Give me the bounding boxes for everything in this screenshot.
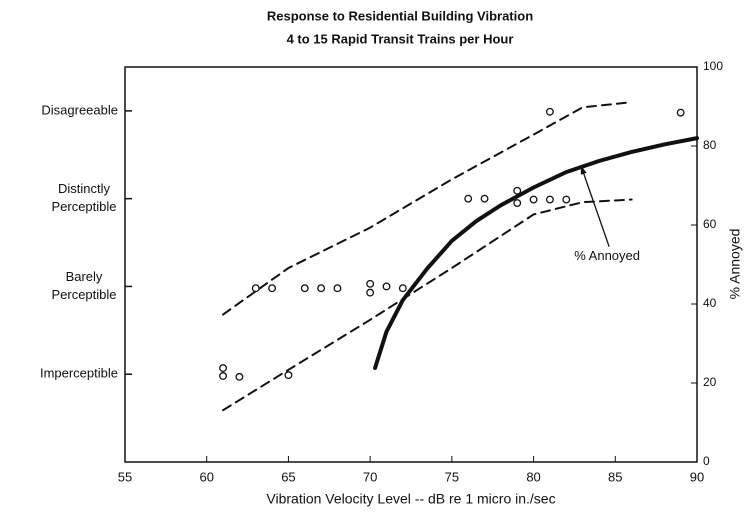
data-point [513, 186, 522, 195]
data-point [268, 284, 277, 293]
y2-axis-label: % Annoyed [727, 229, 743, 300]
y2-tick-label: 0 [703, 454, 710, 468]
y-tick-label: Barely [66, 269, 103, 284]
data-point [480, 194, 489, 203]
data-point [513, 199, 522, 208]
y-tick-label: Disagreeable [41, 102, 118, 117]
data-point [219, 372, 228, 380]
data-point [545, 195, 554, 204]
arrow-head [580, 165, 587, 175]
data-point [235, 372, 244, 381]
x-tick-label: 80 [526, 469, 540, 484]
annotation: % Annoyed [574, 248, 640, 263]
y-tick-label: Distinctly [58, 181, 111, 196]
x-tick-label: 90 [690, 469, 704, 484]
annotation-arrow [580, 165, 610, 247]
data-point [366, 279, 375, 288]
chart-subtitle: 4 to 15 Rapid Transit Trains per Hour [287, 31, 514, 46]
y2-tick-label: 100 [703, 59, 723, 73]
y-tick-label: Perceptible [51, 287, 116, 302]
data-point [366, 288, 375, 297]
x-tick-label: 85 [608, 469, 622, 484]
data-point [676, 108, 685, 117]
x-tick-label: 55 [118, 469, 132, 484]
plot-frame [124, 66, 698, 463]
data-point [545, 107, 554, 116]
x-tick-label: 70 [363, 469, 377, 484]
annoyance-curve [373, 136, 699, 370]
data-point [529, 195, 538, 204]
y2-tick-label: 80 [703, 138, 717, 152]
data-point [219, 364, 228, 373]
y-tick-label: Perceptible [51, 199, 116, 214]
data-point [464, 194, 473, 203]
x-tick-label: 75 [445, 469, 459, 484]
dashed-bound [222, 198, 633, 412]
x-tick-label: 60 [199, 469, 213, 484]
data-point [317, 284, 326, 293]
chart-title: Response to Residential Building Vibrati… [267, 8, 533, 23]
data-point [300, 284, 309, 293]
y2-tick-label: 20 [703, 375, 717, 389]
dashed-bound [222, 101, 633, 316]
y-tick-label: Imperceptible [40, 366, 118, 381]
x-axis-label: Vibration Velocity Level -- dB re 1 micr… [266, 491, 555, 507]
x-tick-label: 65 [281, 469, 295, 484]
data-point [284, 371, 293, 380]
data-point [562, 195, 571, 204]
data-point [251, 284, 260, 293]
data-point [398, 284, 407, 293]
data-point [333, 284, 342, 293]
data-point [382, 282, 391, 291]
y2-tick-label: 60 [703, 217, 717, 231]
y2-tick-label: 40 [703, 296, 717, 310]
